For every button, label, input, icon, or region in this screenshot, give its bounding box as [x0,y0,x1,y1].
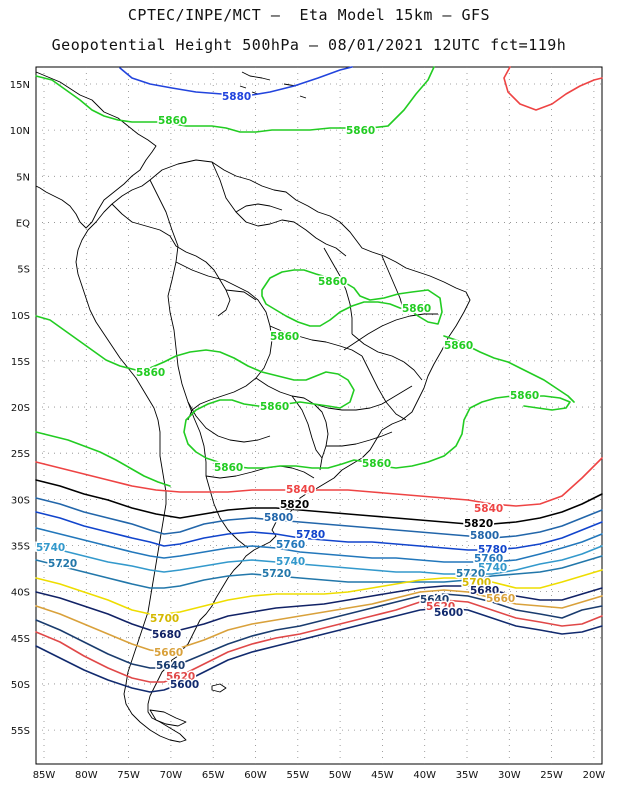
contour-label: 5640 [156,660,185,672]
contour-label: 5860 [362,458,391,470]
lon-tick-label: 25W [540,770,563,781]
contour-label: 5800 [470,530,499,542]
lon-tick-label: 20W [583,770,606,781]
contour-label: 5660 [154,647,183,659]
contour-label: 5860 [136,367,165,379]
lon-tick-label: 70W [160,770,183,781]
contour-label: 5860 [260,401,289,413]
contour-5740 [35,543,603,575]
contour-labels: 5880 5860 5860 5860 5860 5860 5860 5860 … [35,90,541,693]
contour-label: 5600 [434,607,463,619]
axis-ticks: 15N 10N 5N EQ 5S 10S 15S 20S 25S 30S 35S 40S 45S 50S 5… [10,80,606,781]
contour-5720 [35,555,603,589]
lat-tick-label: 10S [11,311,30,322]
contour-label: 5720 [262,568,291,580]
map-title: CPTEC/INPE/MCT – Eta Model 15km – GFS [127,6,491,24]
lon-tick-label: 60W [244,770,267,781]
contour-label: 5820 [280,499,309,511]
contour-label: 5840 [474,503,503,515]
contour-5860-amazon [261,269,443,327]
lat-tick-label: 50S [11,680,30,691]
contour-5860-west [35,431,171,487]
contour-label: 5640 [420,594,449,606]
contour-label: 5760 [276,539,305,551]
contour-label: 5860 [318,276,347,288]
contour-label: 5840 [286,484,315,496]
lat-tick-label: 15S [11,357,30,368]
lat-tick-label: 15N [10,80,30,91]
lat-lon-grid [36,67,602,764]
contour-label: 5860 [510,390,539,402]
lat-tick-label: 35S [11,542,30,553]
lat-tick-label: 30S [11,495,30,506]
contour-label: 5620 [166,671,195,683]
contour-label: 5760 [474,553,503,565]
lon-tick-label: 35W [456,770,479,781]
map-frame [35,66,603,765]
contour-5700 [35,569,603,615]
lon-tick-label: 75W [117,770,140,781]
contour-label: 5660 [486,593,515,605]
coastline [35,71,471,743]
contour-label: 5860 [402,303,431,315]
contours [35,66,603,693]
lat-tick-label: 5N [16,172,30,183]
lon-tick-label: 45W [371,770,394,781]
contour-5620 [35,599,603,683]
contour-label: 5720 [456,568,485,580]
contour-label: 5620 [426,601,455,613]
contour-label: 5860 [270,331,299,343]
lon-tick-label: 50W [329,770,352,781]
contour-label: 5720 [48,558,77,570]
lon-tick-label: 85W [33,770,56,781]
contour-label: 5700 [462,577,491,589]
contour-5860-north [35,66,435,133]
lat-tick-label: 25S [11,449,30,460]
contour-5860-coast [443,335,575,403]
contour-label: 5680 [152,629,181,641]
contour-label: 5880 [222,91,251,103]
contour-5880 [119,66,353,97]
contour-5820 [35,479,603,525]
lon-tick-label: 40W [413,770,436,781]
lat-tick-label: 40S [11,588,30,599]
contour-label: 5860 [346,125,375,137]
lon-tick-label: 30W [498,770,521,781]
lat-tick-label: 55S [11,726,30,737]
contour-5600 [35,607,603,693]
contour-5760 [35,527,603,563]
contour-label: 5820 [464,518,493,530]
contour-5680 [35,585,603,633]
contour-label: 5740 [276,556,305,568]
contour-label: 5700 [150,613,179,625]
contour-label: 5740 [36,542,65,554]
lat-tick-label: 45S [11,634,30,645]
lon-tick-label: 80W [75,770,98,781]
lat-tick-label: 5S [17,265,30,276]
contour-label: 5600 [170,679,199,691]
contour-label: 5860 [214,462,243,474]
contour-5640 [35,593,603,669]
contour-5840-ne [503,66,603,111]
contour-label: 5860 [158,115,187,127]
contour-5780 [35,511,603,551]
contour-label: 5780 [296,529,325,541]
contour-5660 [35,589,603,653]
contour-label: 5780 [478,544,507,556]
contour-label: 5800 [264,512,293,524]
contour-label: 5680 [470,585,499,597]
contour-label: 5780 [474,553,503,565]
map-subtitle: Geopotential Height 500hPa – 08/01/2021 … [51,36,567,54]
contour-label: 5740 [478,562,507,574]
contour-5860-south [35,315,571,469]
contour-label: 5860 [444,340,473,352]
contour-5840 [35,457,603,507]
contour-5800 [35,497,603,539]
lat-tick-label: 10N [10,126,30,137]
lon-tick-label: 55W [286,770,309,781]
lon-tick-label: 65W [202,770,225,781]
lat-tick-label: EQ [16,218,30,229]
lat-tick-label: 20S [11,403,30,414]
